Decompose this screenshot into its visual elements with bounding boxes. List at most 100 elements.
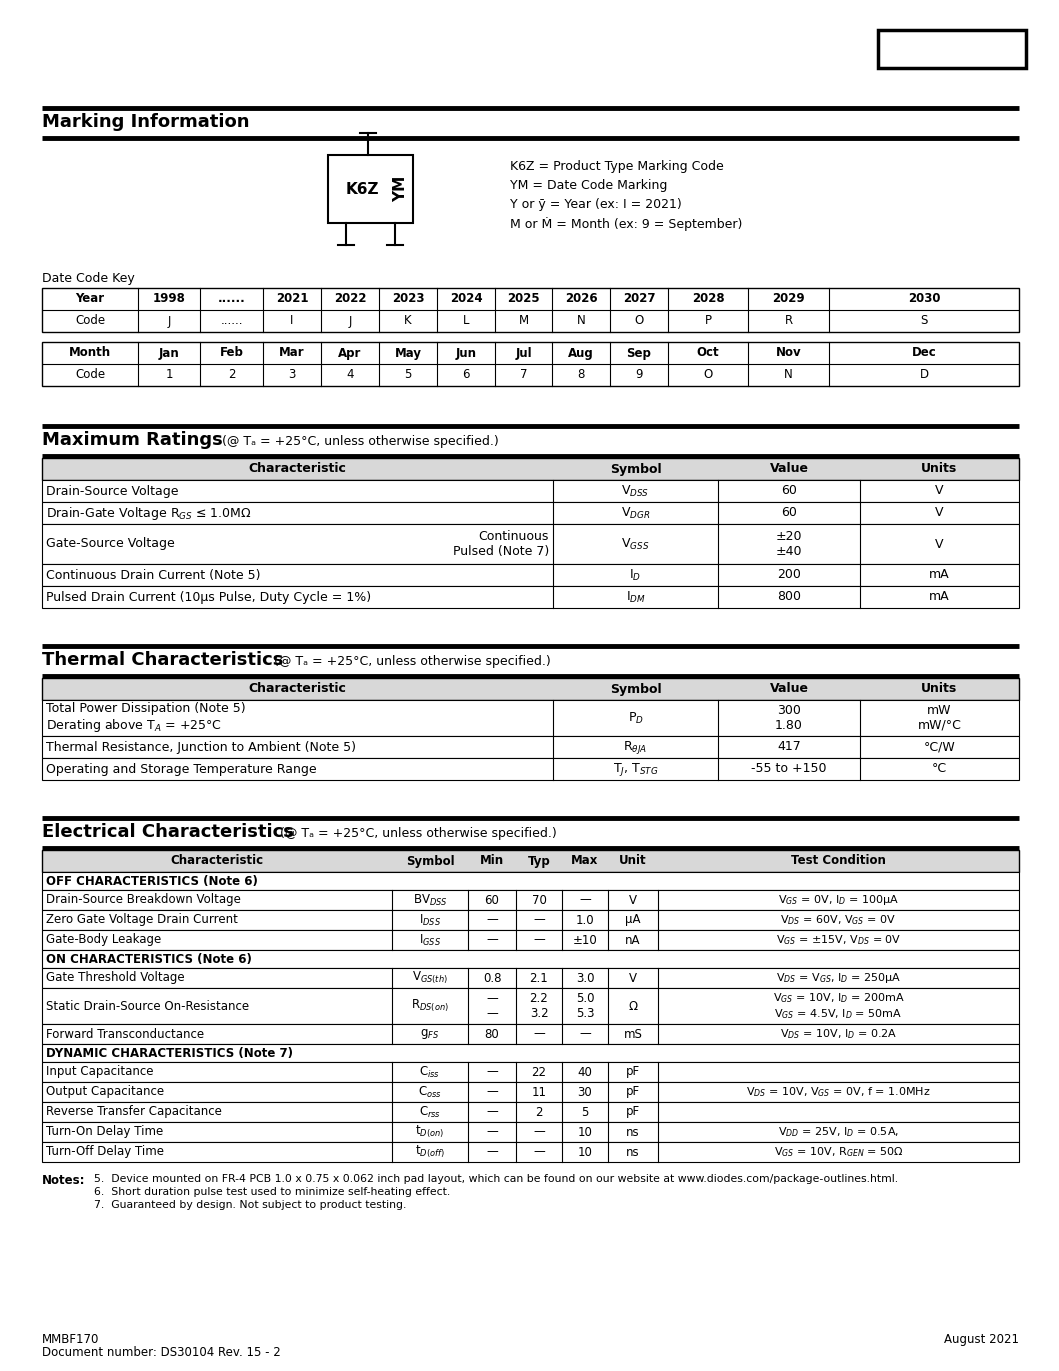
Bar [42,910,1019,930]
Text: August 2021: August 2021 [944,1333,1019,1346]
Text: —: — [533,913,545,927]
Text: Maximum Ratings: Maximum Ratings [42,430,222,448]
Text: Gate Threshold Voltage: Gate Threshold Voltage [46,972,184,984]
Text: Gate-Source Voltage: Gate-Source Voltage [46,537,175,551]
Text: L: L [463,314,469,328]
Text: V: V [629,894,638,906]
Bar [42,1063,1019,1082]
Text: MMBF170: MMBF170 [902,40,1002,58]
Text: 22: 22 [532,1065,546,1079]
Text: V: V [935,506,944,520]
Text: T$_J$, T$_{STG}$: T$_J$, T$_{STG}$ [613,761,659,777]
Text: I$_{DM}$: I$_{DM}$ [626,590,645,605]
Text: ......: ...... [218,292,246,306]
Text: J: J [167,314,170,328]
Text: —: — [486,1105,498,1119]
Text: 3.0: 3.0 [576,972,594,984]
Text: 1.0: 1.0 [576,913,594,927]
Text: V$_{GS}$ = 10V, I$_D$ = 200mA
V$_{GS}$ = 4.5V, I$_D$ = 50mA: V$_{GS}$ = 10V, I$_D$ = 200mA V$_{GS}$ =… [773,991,904,1021]
Text: Mar: Mar [280,347,305,359]
Text: Characteristic: Characteristic [170,854,264,868]
Text: 4: 4 [346,369,354,381]
Text: Notes:: Notes: [42,1174,86,1187]
Text: Symbol: Symbol [610,462,661,476]
Text: (@ Tₐ = +25°C, unless otherwise specified.): (@ Tₐ = +25°C, unless otherwise specifie… [274,655,551,668]
Text: 7: 7 [520,369,527,381]
Text: Drain-Gate Voltage R$_{GS}$ ≤ 1.0MΩ: Drain-Gate Voltage R$_{GS}$ ≤ 1.0MΩ [46,505,252,521]
Text: Dec: Dec [912,347,936,359]
Text: I: I [290,314,293,328]
Text: Test Condition: Test Condition [791,854,886,868]
Text: V$_{GS}$ = 10V, R$_{GEN}$ = 50Ω: V$_{GS}$ = 10V, R$_{GEN}$ = 50Ω [774,1145,903,1158]
Text: 2025: 2025 [507,292,540,306]
Bar [42,1142,1019,1163]
Text: Thermal Characteristics: Thermal Characteristics [42,651,284,669]
Text: 2027: 2027 [623,292,656,306]
Bar [42,502,1019,524]
Text: Jun: Jun [455,347,477,359]
Text: V$_{GS}$ = ±15V, V$_{DS}$ = 0V: V$_{GS}$ = ±15V, V$_{DS}$ = 0V [776,934,901,947]
Text: I$_{GSS}$: I$_{GSS}$ [419,932,442,947]
Text: nA: nA [625,934,641,946]
Text: t$_{D(on)}$: t$_{D(on)}$ [415,1124,445,1141]
Text: Value: Value [770,683,808,695]
Bar [42,930,1019,950]
Text: Turn-Off Delay Time: Turn-Off Delay Time [46,1146,164,1158]
Text: 2022: 2022 [334,292,366,306]
Text: (@ Tₐ = +25°C, unless otherwise specified.): (@ Tₐ = +25°C, unless otherwise specifie… [280,827,557,840]
Text: Typ: Typ [527,854,551,868]
Text: mW
mW/°C: mW mW/°C [917,703,962,732]
Text: Jan: Jan [159,347,179,359]
Text: 2.1: 2.1 [530,972,549,984]
Text: —: — [579,894,591,906]
Text: 5.  Device mounted on FR-4 PCB 1.0 x 0.75 x 0.062 inch pad layout, which can be : 5. Device mounted on FR-4 PCB 1.0 x 0.75… [94,1174,898,1185]
Text: °C/W: °C/W [923,740,955,754]
Text: Thermal Resistance, Junction to Ambient (Note 5): Thermal Resistance, Junction to Ambient … [46,740,356,754]
Text: V$_{DS}$ = 60V, V$_{GS}$ = 0V: V$_{DS}$ = 60V, V$_{GS}$ = 0V [780,913,897,927]
Text: Min: Min [480,854,504,868]
Text: ±20
±40: ±20 ±40 [776,531,803,558]
Text: ON CHARACTERISTICS (Note 6): ON CHARACTERISTICS (Note 6) [46,953,252,965]
Text: Drain-Source Voltage: Drain-Source Voltage [46,484,179,498]
Bar [42,458,1019,480]
Text: V$_{DSS}$: V$_{DSS}$ [622,484,649,499]
Text: ns: ns [626,1126,640,1138]
Text: Value: Value [770,462,808,476]
Text: M or Ṁ = Month (ex: 9 = September): M or Ṁ = Month (ex: 9 = September) [510,217,742,230]
Bar [42,1102,1019,1121]
Text: V$_{DD}$ = 25V, I$_D$ = 0.5A,: V$_{DD}$ = 25V, I$_D$ = 0.5A, [778,1126,899,1139]
Text: Unit: Unit [620,854,647,868]
Text: —: — [486,1126,498,1138]
Text: 60: 60 [782,506,797,520]
Text: OFF CHARACTERISTICS (Note 6): OFF CHARACTERISTICS (Note 6) [46,875,258,887]
Text: K: K [405,314,412,328]
Text: Symbol: Symbol [406,854,454,868]
Text: 2024: 2024 [450,292,482,306]
Text: Electrical Characteristics: Electrical Characteristics [42,823,294,840]
Text: mS: mS [624,1027,643,1041]
Text: ns: ns [626,1146,640,1158]
Text: C$_{rss}$: C$_{rss}$ [419,1105,441,1120]
Text: Characteristic: Characteristic [249,462,346,476]
Text: 80: 80 [485,1027,500,1041]
Text: R: R [785,314,792,328]
Text: 10: 10 [577,1126,592,1138]
Bar [42,950,1019,968]
Text: —: — [486,1086,498,1098]
Text: 1998: 1998 [152,292,185,306]
Text: g$_{FS}$: g$_{FS}$ [420,1027,439,1041]
Text: -55 to +150: -55 to +150 [751,762,827,776]
Bar [42,288,1019,332]
Bar [42,850,1019,872]
Text: 9: 9 [635,369,643,381]
Text: 40: 40 [577,1065,592,1079]
Text: Drain-Source Breakdown Voltage: Drain-Source Breakdown Voltage [46,894,240,906]
Text: Units: Units [921,683,957,695]
Text: pF: pF [626,1086,640,1098]
Text: —
—: — — [486,993,498,1020]
Text: V: V [935,537,944,551]
Text: —: — [486,913,498,927]
Text: Jul: Jul [515,347,532,359]
Text: V$_{DS}$ = V$_{GS}$, I$_D$ = 250μA: V$_{DS}$ = V$_{GS}$, I$_D$ = 250μA [776,971,901,984]
Text: 2028: 2028 [692,292,724,306]
